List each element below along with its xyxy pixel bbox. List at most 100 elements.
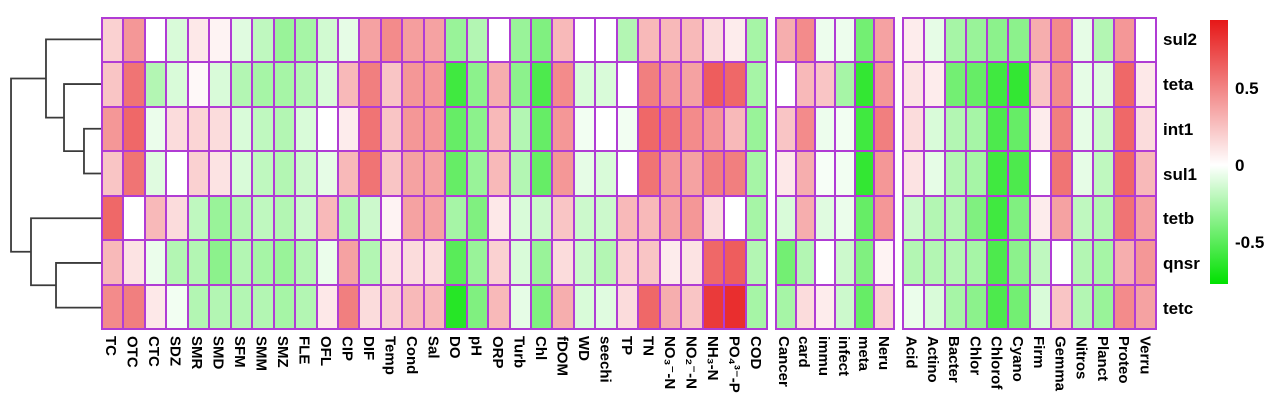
heatmap-cell	[360, 241, 380, 284]
row-label: qnsr	[1163, 253, 1200, 273]
heatmap-cell	[1093, 107, 1113, 151]
heatmap-cell	[231, 63, 252, 106]
col-label: Turb	[510, 336, 528, 369]
heatmap-cell	[338, 285, 359, 328]
heatmap-cell	[596, 196, 616, 240]
heatmap-cell	[796, 107, 815, 151]
heatmap-block-antibiotics-and-environment	[101, 17, 768, 330]
heatmap-block-functions	[775, 17, 895, 330]
col-label: Actino	[923, 336, 941, 383]
heatmap-cell	[403, 241, 423, 284]
heatmap-cell	[403, 107, 423, 151]
heatmap-cell	[510, 152, 531, 195]
heatmap-cell	[103, 19, 123, 62]
heatmap-cell	[660, 285, 681, 328]
heatmap-cell	[424, 241, 445, 284]
heatmap-cell	[274, 19, 295, 62]
heatmap-cell	[188, 285, 209, 328]
heatmap-cell	[639, 285, 659, 328]
heatmap-cell	[510, 285, 531, 328]
heatmap-cell	[1093, 196, 1113, 240]
heatmap-cell	[467, 19, 488, 62]
heatmap-cell	[796, 241, 815, 284]
heatmap-cell	[925, 196, 945, 240]
heatmap-cell	[725, 196, 745, 240]
heatmap-cell	[145, 152, 166, 195]
col-label: meta	[855, 336, 872, 372]
col-label: TN	[639, 336, 657, 356]
heatmap-cell	[777, 19, 795, 62]
col-label: Cyano	[1008, 336, 1026, 382]
heatmap-cell	[682, 107, 702, 151]
heatmap-cell	[596, 241, 616, 284]
heatmap-cell	[1030, 285, 1050, 328]
heatmap-cell	[1093, 63, 1113, 106]
heatmap-cell	[1135, 107, 1155, 151]
col-label: OTC	[123, 336, 141, 368]
heatmap-cell	[274, 107, 295, 151]
heatmap-cell	[381, 285, 402, 328]
heatmap-cell	[1051, 241, 1071, 284]
heatmap-cell	[553, 107, 573, 151]
heatmap-cell	[1114, 63, 1134, 106]
col-label: infect	[835, 336, 852, 377]
heatmap-cell	[510, 196, 531, 240]
col-label: pH	[467, 336, 485, 356]
heatmap-cell	[467, 63, 488, 106]
heatmap-cell	[1051, 285, 1071, 328]
heatmap-cell	[835, 63, 854, 106]
heatmap-cell	[124, 63, 144, 106]
heatmap-cell	[1114, 152, 1134, 195]
heatmap-cell	[510, 107, 531, 151]
heatmap-cell	[796, 196, 815, 240]
heatmap-cell	[875, 152, 893, 195]
heatmap-cell	[296, 196, 316, 240]
heatmap-cell	[703, 19, 724, 62]
col-label: Chlor	[966, 336, 984, 376]
legend-tick-label: 0	[1235, 156, 1245, 175]
heatmap-cell	[103, 241, 123, 284]
heatmap-cell	[124, 196, 144, 240]
col-label: WD	[575, 336, 593, 361]
heatmap-cell	[296, 285, 316, 328]
heatmap-cell	[639, 196, 659, 240]
heatmap-cell	[835, 107, 854, 151]
heatmap-cell	[532, 196, 552, 240]
heatmap-cell	[274, 241, 295, 284]
heatmap-cell	[145, 107, 166, 151]
heatmap-cell	[988, 63, 1008, 106]
heatmap-cell	[403, 19, 423, 62]
heatmap-cell	[1030, 241, 1050, 284]
heatmap-cell	[1093, 19, 1113, 62]
heatmap-cell	[967, 63, 987, 106]
col-label: Cond	[402, 336, 420, 375]
col-label: SMM	[252, 336, 270, 371]
heatmap-cell	[875, 107, 893, 151]
heatmap-cell	[875, 19, 893, 62]
heatmap-cell	[596, 285, 616, 328]
heatmap-cell	[253, 107, 273, 151]
heatmap-cell	[210, 285, 230, 328]
legend-gradient-bar	[1210, 20, 1228, 284]
heatmap-cell	[816, 19, 834, 62]
heatmap-cell	[103, 107, 123, 151]
heatmap-cell	[574, 63, 595, 106]
row-label: teta	[1163, 75, 1194, 95]
heatmap-cell	[746, 196, 766, 240]
heatmap-cell	[489, 241, 509, 284]
heatmap-cell	[855, 107, 874, 151]
col-label: SMR	[187, 336, 205, 370]
heatmap-cell	[553, 285, 573, 328]
heatmap-cell	[703, 241, 724, 284]
heatmap-cell	[682, 152, 702, 195]
heatmap-cell	[210, 196, 230, 240]
heatmap-cell	[1051, 107, 1071, 151]
heatmap-cell	[532, 107, 552, 151]
col-label: SDZ	[166, 336, 184, 366]
heatmap-cell	[274, 196, 295, 240]
dendrogram-branch	[63, 83, 101, 153]
heatmap-cell	[446, 196, 466, 240]
heatmap-cell	[1114, 107, 1134, 151]
col-label: Firm	[1030, 336, 1048, 369]
